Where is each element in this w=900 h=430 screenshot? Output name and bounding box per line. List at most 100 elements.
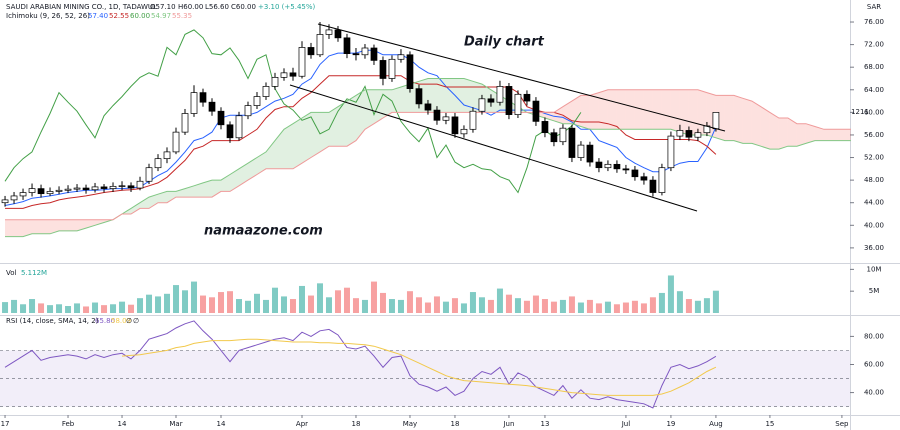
volume-bar (209, 297, 216, 313)
candle-body (514, 93, 522, 115)
cloud-segment (589, 92, 599, 130)
volume-bar (649, 297, 656, 313)
cloud-segment (724, 95, 734, 141)
cloud-segment (832, 129, 842, 141)
candle-body (649, 179, 657, 193)
volume-value: 5.112M (21, 269, 47, 277)
axis-unit: SAR (867, 3, 881, 11)
candle-body (307, 47, 315, 56)
y-tick-label: 52.00 (864, 154, 884, 162)
volume-bar (703, 298, 710, 313)
cloud-segment (661, 89, 671, 130)
channel-line (317, 23, 726, 132)
volume-bar (514, 298, 521, 313)
cloud-segment (616, 89, 626, 130)
indicator-label: Ichimoku (9, 26, 52, 26) (6, 12, 90, 20)
candle-body (37, 188, 45, 195)
volume-bar (236, 299, 243, 313)
volume-bar (307, 295, 314, 313)
y-tick-label: 80.00 (864, 332, 884, 340)
cloud-segment (760, 106, 770, 150)
cloud-segment (437, 78, 446, 113)
volume-bar (532, 295, 539, 313)
candle-body (577, 144, 585, 158)
candle-body (415, 88, 423, 105)
candle-body (190, 92, 198, 114)
candle-body (487, 98, 495, 103)
candle-body (379, 60, 387, 79)
volume-bar (361, 299, 368, 313)
candle-body (73, 187, 81, 190)
volume-bar (262, 299, 269, 313)
volume-bar (613, 304, 620, 313)
x-tick-label: 18 (352, 420, 361, 428)
cloud-segment (751, 101, 761, 147)
cloud-segment (167, 191, 176, 203)
volume-bar (685, 299, 692, 313)
volume-bar (604, 301, 611, 313)
candle-body (19, 192, 27, 197)
cloud-segment (293, 118, 302, 169)
indicator-value: 54.97 (151, 12, 171, 20)
cloud-segment (607, 89, 617, 130)
cloud-segment (77, 219, 86, 231)
indicator-line (4, 49, 717, 206)
volume-bar (110, 304, 117, 313)
cloud-segment (841, 129, 851, 141)
cloud-segment (697, 89, 707, 135)
cloud-segment (356, 89, 365, 141)
volume-bar (200, 295, 207, 313)
candle-body (64, 188, 72, 191)
volume-bar (568, 296, 575, 313)
cloud-segment (805, 123, 815, 144)
candle-body (55, 189, 63, 192)
y-tick-label: 44.00 (864, 199, 884, 207)
candle-body (622, 168, 630, 171)
candle-body (172, 131, 180, 153)
cloud-segment (68, 219, 77, 231)
cloud-segment (185, 185, 194, 198)
candle-body (505, 86, 513, 115)
volume-bar (119, 301, 126, 313)
cloud-segment (652, 89, 662, 130)
volume-bar (451, 298, 458, 313)
x-tick-label: 19 (666, 420, 675, 428)
ohlc-label: C60.00 (231, 3, 256, 11)
indicator-value: 57.40 (88, 12, 108, 20)
x-tick-label: Jul (621, 420, 631, 428)
candle-body (424, 103, 432, 111)
candle-body (82, 187, 90, 191)
candle-body (28, 188, 36, 193)
volume-bar (191, 281, 198, 313)
cloud-segment (670, 89, 680, 133)
candle-body (163, 151, 171, 160)
x-tick-label: Mar (169, 420, 182, 428)
candle-body (523, 93, 531, 102)
candle-body (568, 127, 576, 158)
volume-bar (29, 299, 36, 313)
volume-bar (595, 303, 602, 313)
rsi-line (4, 320, 717, 409)
candle-body (208, 101, 216, 112)
volume-bar (577, 302, 584, 313)
cloud-segment (787, 118, 797, 147)
cloud-segment (14, 219, 23, 237)
candle-body (478, 98, 486, 112)
candle-body (343, 37, 351, 54)
volume-bar (289, 299, 296, 313)
indicator-value: 60.00 (130, 12, 150, 20)
side-label: 1211 (851, 108, 869, 116)
candle-body (244, 105, 252, 117)
cloud-segment (50, 219, 59, 234)
candle-body (469, 110, 477, 130)
volume-bar (487, 299, 494, 313)
candle-body (199, 92, 207, 103)
y-tick-label: 60.00 (864, 108, 884, 116)
change-label: +3.10 (+5.45%) (258, 3, 316, 11)
volume-bar (316, 283, 323, 313)
y-tick-label: 48.00 (864, 176, 884, 184)
volume-bar (271, 287, 278, 313)
candle-body (217, 110, 225, 126)
cloud-segment (140, 197, 149, 209)
volume-bar (496, 288, 503, 313)
